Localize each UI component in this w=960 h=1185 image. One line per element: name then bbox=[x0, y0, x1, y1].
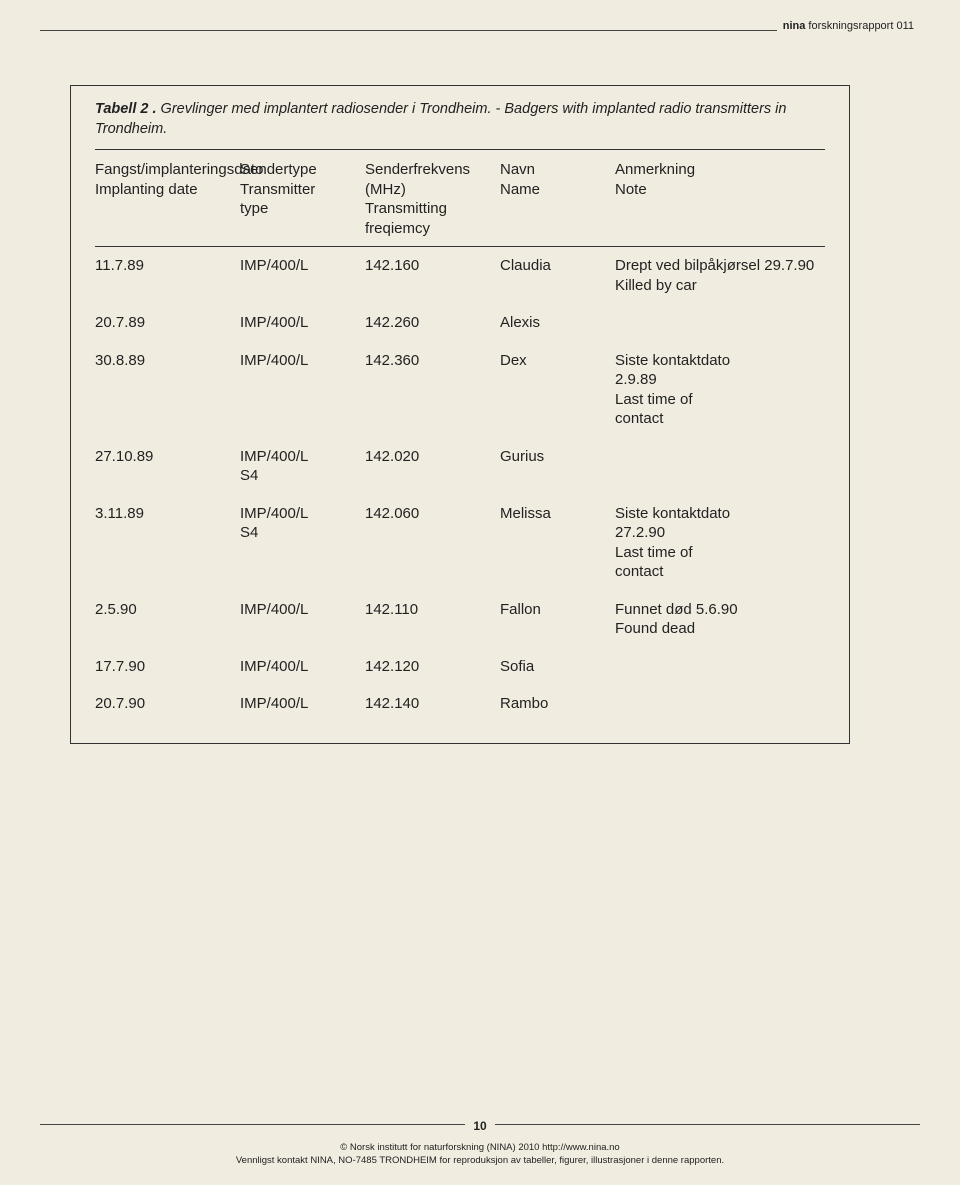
cell-c1: 30.8.89 bbox=[95, 351, 240, 429]
cell-c5: Siste kontaktdato 2.9.89 Last time of co… bbox=[615, 351, 825, 429]
cell-c3: 142.360 bbox=[365, 351, 500, 429]
cell-c2: IMP/400/L S4 bbox=[240, 504, 365, 582]
cell-c3: 142.020 bbox=[365, 447, 500, 486]
cell-c2: IMP/400/L bbox=[240, 600, 365, 639]
cell-c1: 20.7.89 bbox=[95, 313, 240, 333]
footer-line-2: Vennligst kontakt NINA, NO-7485 TRONDHEI… bbox=[0, 1155, 960, 1167]
col-header-freq: Senderfrekvens (MHz) Transmitting freqie… bbox=[365, 160, 500, 238]
report-id: nina forskningsrapport 011 bbox=[777, 20, 920, 32]
cell-c3: 142.060 bbox=[365, 504, 500, 582]
report-id-bold: nina bbox=[783, 20, 806, 32]
cell-c5 bbox=[615, 694, 825, 714]
cell-c4: Dex bbox=[500, 351, 615, 429]
cell-c3: 142.140 bbox=[365, 694, 500, 714]
cell-c1: 27.10.89 bbox=[95, 447, 240, 486]
cell-c3: 142.260 bbox=[365, 313, 500, 333]
cell-c1: 2.5.90 bbox=[95, 600, 240, 639]
table-row: 20.7.90IMP/400/L142.140Rambo bbox=[95, 685, 825, 723]
cell-c4: Claudia bbox=[500, 256, 615, 295]
col-header-date: Fangst/implanteringsdato Implanting date bbox=[95, 160, 240, 238]
page-number: 10 bbox=[465, 1119, 495, 1133]
cell-c3: 142.120 bbox=[365, 657, 500, 677]
cell-c2: IMP/400/L S4 bbox=[240, 447, 365, 486]
table-row: 2.5.90IMP/400/L142.110FallonFunnet død 5… bbox=[95, 591, 825, 648]
cell-c5 bbox=[615, 657, 825, 677]
cell-c4: Melissa bbox=[500, 504, 615, 582]
cell-c3: 142.160 bbox=[365, 256, 500, 295]
cell-c5: Funnet død 5.6.90 Found dead bbox=[615, 600, 825, 639]
cell-c4: Fallon bbox=[500, 600, 615, 639]
cell-c5: Siste kontaktdato 27.2.90 Last time of c… bbox=[615, 504, 825, 582]
cell-c2: IMP/400/L bbox=[240, 256, 365, 295]
caption-rest: Grevlinger med implantert radiosender i … bbox=[95, 101, 786, 137]
table-header-row: Fangst/implanteringsdato Implanting date… bbox=[95, 150, 825, 247]
cell-c2: IMP/400/L bbox=[240, 351, 365, 429]
cell-c4: Gurius bbox=[500, 447, 615, 486]
col-header-type: Sendertype Transmitter type bbox=[240, 160, 365, 238]
caption-lead: Tabell 2 . bbox=[95, 101, 157, 117]
cell-c1: 3.11.89 bbox=[95, 504, 240, 582]
cell-c5 bbox=[615, 313, 825, 333]
col-header-name: Navn Name bbox=[500, 160, 615, 238]
cell-c4: Sofia bbox=[500, 657, 615, 677]
cell-c1: 11.7.89 bbox=[95, 256, 240, 295]
table-row: 30.8.89IMP/400/L142.360DexSiste kontaktd… bbox=[95, 342, 825, 438]
cell-c4: Rambo bbox=[500, 694, 615, 714]
table-row: 11.7.89IMP/400/L142.160ClaudiaDrept ved … bbox=[95, 247, 825, 304]
table-2: Tabell 2 . Grevlinger med implantert rad… bbox=[70, 85, 850, 744]
col-header-note: Anmerkning Note bbox=[615, 160, 825, 238]
report-id-rest: forskningsrapport 011 bbox=[808, 20, 914, 32]
cell-c3: 142.110 bbox=[365, 600, 500, 639]
cell-c4: Alexis bbox=[500, 313, 615, 333]
cell-c2: IMP/400/L bbox=[240, 657, 365, 677]
table-row: 20.7.89IMP/400/L142.260Alexis bbox=[95, 304, 825, 342]
footer-line-1: © Norsk institutt for naturforskning (NI… bbox=[0, 1142, 960, 1154]
table-body: 11.7.89IMP/400/L142.160ClaudiaDrept ved … bbox=[95, 247, 825, 723]
cell-c1: 20.7.90 bbox=[95, 694, 240, 714]
cell-c5: Drept ved bilpåkjørsel 29.7.90 Killed by… bbox=[615, 256, 825, 295]
footer: © Norsk institutt for naturforskning (NI… bbox=[0, 1142, 960, 1167]
table-row: 3.11.89IMP/400/L S4142.060MelissaSiste k… bbox=[95, 495, 825, 591]
cell-c5 bbox=[615, 447, 825, 486]
cell-c2: IMP/400/L bbox=[240, 313, 365, 333]
cell-c2: IMP/400/L bbox=[240, 694, 365, 714]
table-row: 17.7.90IMP/400/L142.120Sofia bbox=[95, 648, 825, 686]
table-row: 27.10.89IMP/400/L S4142.020Gurius bbox=[95, 438, 825, 495]
cell-c1: 17.7.90 bbox=[95, 657, 240, 677]
table-caption: Tabell 2 . Grevlinger med implantert rad… bbox=[95, 100, 825, 150]
